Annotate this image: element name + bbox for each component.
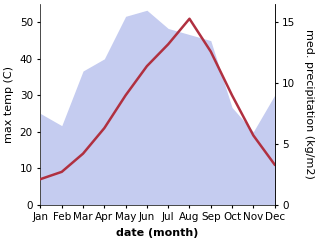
Y-axis label: med. precipitation (kg/m2): med. precipitation (kg/m2) <box>304 30 314 179</box>
Y-axis label: max temp (C): max temp (C) <box>4 66 14 143</box>
X-axis label: date (month): date (month) <box>116 228 199 238</box>
